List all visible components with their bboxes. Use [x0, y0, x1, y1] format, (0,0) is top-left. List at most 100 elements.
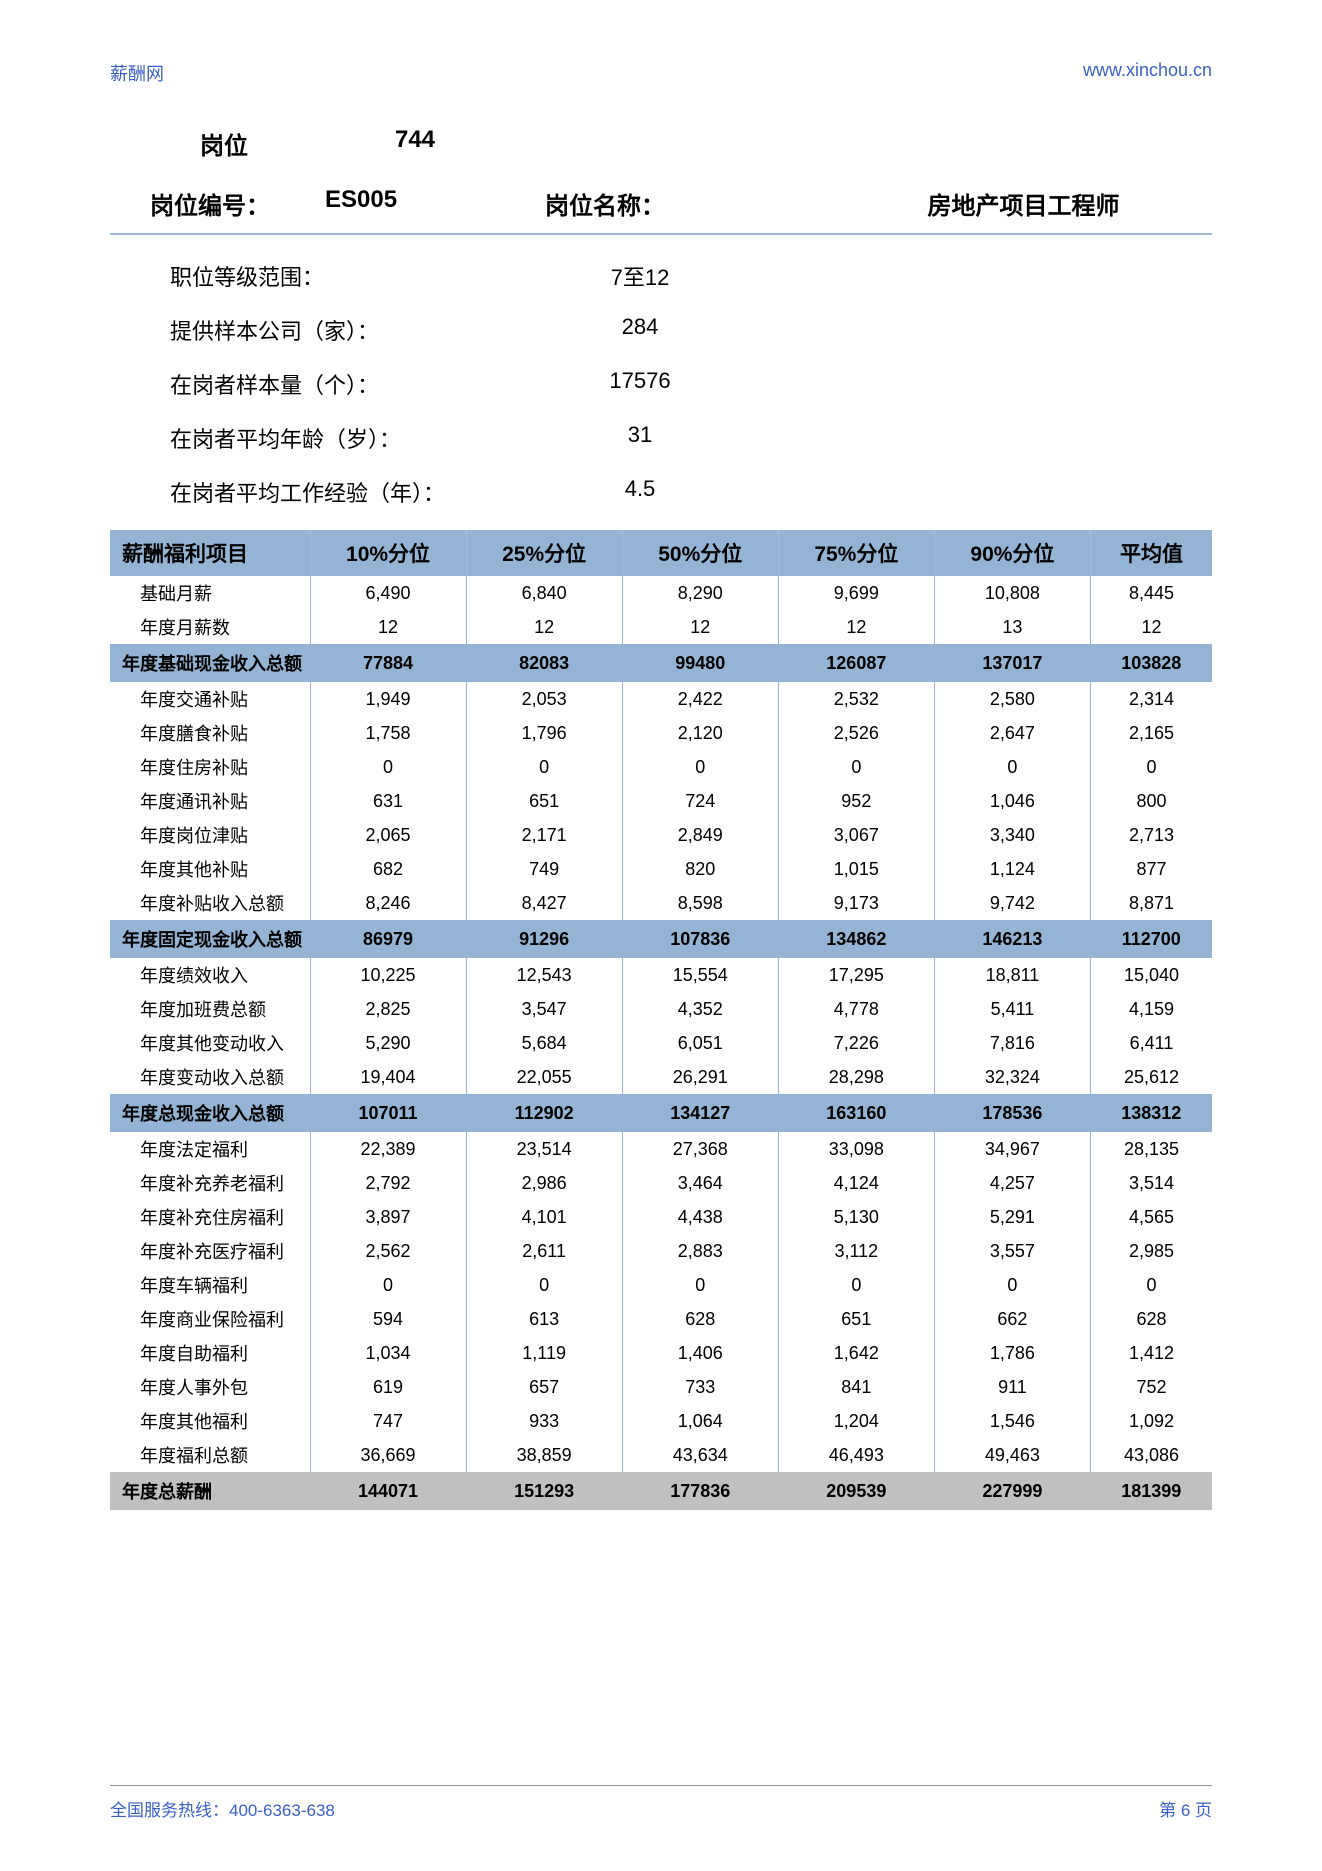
table-cell: 1,758 — [310, 716, 466, 750]
table-cell: 2,611 — [466, 1234, 622, 1268]
table-cell: 2,792 — [310, 1166, 466, 1200]
table-cell: 18,811 — [934, 958, 1090, 992]
table-cell: 1,124 — [934, 852, 1090, 886]
table-cell: 841 — [778, 1370, 934, 1404]
table-cell: 1,064 — [622, 1404, 778, 1438]
table-cell: 6,490 — [310, 576, 466, 610]
position-name-label: 岗位名称： — [545, 186, 835, 221]
table-cell: 年度车辆福利 — [110, 1268, 310, 1302]
table-cell: 952 — [778, 784, 934, 818]
table-cell: 181399 — [1090, 1472, 1212, 1510]
table-cell: 1,949 — [310, 682, 466, 716]
table-cell: 4,257 — [934, 1166, 1090, 1200]
table-row: 年度总现金收入总额1070111129021341271631601785361… — [110, 1094, 1212, 1132]
table-cell: 32,324 — [934, 1060, 1090, 1094]
table-cell: 1,642 — [778, 1336, 934, 1370]
site-url: www.xinchou.cn — [1083, 60, 1212, 86]
table-row: 年度绩效收入10,22512,54315,55417,29518,81115,0… — [110, 958, 1212, 992]
table-cell: 7,226 — [778, 1026, 934, 1060]
table-cell: 82083 — [466, 644, 622, 682]
table-cell: 91296 — [466, 920, 622, 958]
table-cell: 年度岗位津贴 — [110, 818, 310, 852]
table-cell: 177836 — [622, 1472, 778, 1510]
table-cell: 年度福利总额 — [110, 1438, 310, 1472]
table-cell: 4,101 — [466, 1200, 622, 1234]
table-cell: 22,389 — [310, 1132, 466, 1166]
table-cell: 2,532 — [778, 682, 934, 716]
table-cell: 3,547 — [466, 992, 622, 1026]
table-row: 年度补充医疗福利2,5622,6112,8833,1123,5572,985 — [110, 1234, 1212, 1268]
table-row: 年度福利总额36,66938,85943,63446,49349,46343,0… — [110, 1438, 1212, 1472]
table-cell: 7,816 — [934, 1026, 1090, 1060]
table-header-cell: 90%分位 — [934, 530, 1090, 576]
table-cell: 9,173 — [778, 886, 934, 920]
table-cell: 4,352 — [622, 992, 778, 1026]
table-cell: 38,859 — [466, 1438, 622, 1472]
table-cell: 5,411 — [934, 992, 1090, 1026]
table-cell: 209539 — [778, 1472, 934, 1510]
meta-row: 在岗者平均年龄（岁）：31 — [110, 422, 1212, 454]
table-cell: 年度住房补贴 — [110, 750, 310, 784]
table-cell: 0 — [778, 1268, 934, 1302]
table-cell: 4,159 — [1090, 992, 1212, 1026]
table-cell: 2,986 — [466, 1166, 622, 1200]
table-cell: 5,291 — [934, 1200, 1090, 1234]
table-cell: 651 — [466, 784, 622, 818]
table-cell: 8,445 — [1090, 576, 1212, 610]
table-cell: 10,808 — [934, 576, 1090, 610]
table-cell: 0 — [622, 750, 778, 784]
table-cell: 6,051 — [622, 1026, 778, 1060]
table-cell: 26,291 — [622, 1060, 778, 1094]
table-cell: 146213 — [934, 920, 1090, 958]
table-cell: 19,404 — [310, 1060, 466, 1094]
table-cell: 0 — [778, 750, 934, 784]
table-cell: 13 — [934, 610, 1090, 644]
table-cell: 9,699 — [778, 576, 934, 610]
meta-label: 在岗者平均工作经验（年）： — [170, 476, 540, 508]
table-cell: 年度自助福利 — [110, 1336, 310, 1370]
table-row: 年度其他变动收入5,2905,6846,0517,2267,8166,411 — [110, 1026, 1212, 1060]
table-row: 年度人事外包619657733841911752 — [110, 1370, 1212, 1404]
table-cell: 619 — [310, 1370, 466, 1404]
table-cell: 2,985 — [1090, 1234, 1212, 1268]
table-cell: 12,543 — [466, 958, 622, 992]
table-cell: 1,546 — [934, 1404, 1090, 1438]
position-code-label: 岗位编号： — [150, 186, 325, 221]
table-cell: 911 — [934, 1370, 1090, 1404]
meta-label: 提供样本公司（家）： — [170, 314, 540, 346]
table-cell: 163160 — [778, 1094, 934, 1132]
table-header-cell: 10%分位 — [310, 530, 466, 576]
table-cell: 4,438 — [622, 1200, 778, 1234]
table-cell: 0 — [934, 1268, 1090, 1302]
table-cell: 1,046 — [934, 784, 1090, 818]
table-cell: 752 — [1090, 1370, 1212, 1404]
table-cell: 1,034 — [310, 1336, 466, 1370]
table-row: 基础月薪6,4906,8408,2909,69910,8088,445 — [110, 576, 1212, 610]
table-cell: 1,204 — [778, 1404, 934, 1438]
table-cell: 0 — [622, 1268, 778, 1302]
meta-value: 17576 — [540, 368, 740, 400]
table-cell: 2,883 — [622, 1234, 778, 1268]
table-cell: 3,897 — [310, 1200, 466, 1234]
table-row: 年度固定现金收入总额869799129610783613486214621311… — [110, 920, 1212, 958]
table-cell: 23,514 — [466, 1132, 622, 1166]
table-cell: 0 — [310, 750, 466, 784]
table-cell: 0 — [1090, 1268, 1212, 1302]
table-cell: 5,684 — [466, 1026, 622, 1060]
table-cell: 631 — [310, 784, 466, 818]
table-cell: 5,290 — [310, 1026, 466, 1060]
table-header-cell: 薪酬福利项目 — [110, 530, 310, 576]
table-cell: 3,112 — [778, 1234, 934, 1268]
table-row: 年度变动收入总额19,40422,05526,29128,29832,32425… — [110, 1060, 1212, 1094]
table-cell: 年度人事外包 — [110, 1370, 310, 1404]
table-cell: 99480 — [622, 644, 778, 682]
table-cell: 12 — [778, 610, 934, 644]
table-cell: 2,120 — [622, 716, 778, 750]
table-cell: 年度固定现金收入总额 — [110, 920, 310, 958]
table-header-cell: 平均值 — [1090, 530, 1212, 576]
table-cell: 800 — [1090, 784, 1212, 818]
table-cell: 49,463 — [934, 1438, 1090, 1472]
table-cell: 1,092 — [1090, 1404, 1212, 1438]
table-row: 年度自助福利1,0341,1191,4061,6421,7861,412 — [110, 1336, 1212, 1370]
table-cell: 86979 — [310, 920, 466, 958]
